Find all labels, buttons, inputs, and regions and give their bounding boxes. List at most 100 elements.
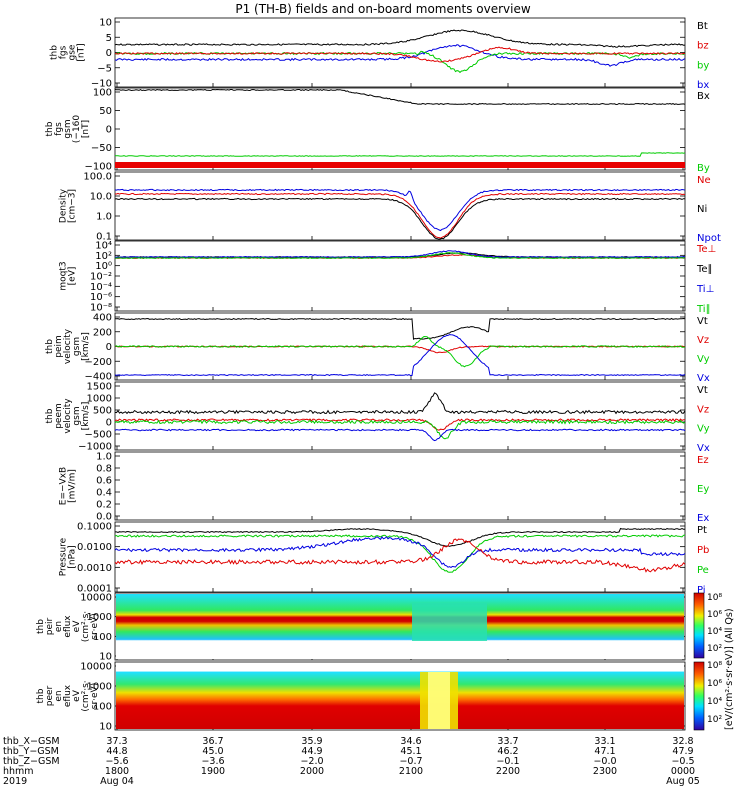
legend-Ez: Ez [697, 455, 709, 466]
y-axis-label: thb [45, 339, 55, 354]
series-vt [114, 392, 686, 415]
y-axis-label: en [54, 621, 64, 632]
x-row-value: 32.8 [672, 736, 693, 747]
y-tick-label: 100 [93, 702, 112, 713]
legend-Ey: Ey [697, 484, 709, 495]
y-tick-label: 0.6 [96, 476, 112, 487]
y-axis-label: eV [72, 620, 82, 633]
series-npot [114, 188, 686, 232]
x-row-value: 47.1 [594, 746, 615, 757]
series-pi [114, 536, 686, 568]
panel-density: 100.0 10.0 1.0 0.1 Density [cm−3] Ne Ni Npot [59, 172, 721, 245]
spectrogram-peer-core [428, 672, 450, 729]
y-tick-label: 10000 [80, 662, 112, 673]
y-axis-label: [cm−3] [68, 189, 78, 223]
x-row-label: thb_Y−GSM [3, 746, 59, 757]
legend-by: by [697, 60, 709, 71]
colorbar-tick: 10⁸ [707, 661, 722, 671]
legend-Vt: Vt [697, 385, 708, 396]
x-row-value: 44.8 [106, 746, 127, 757]
y-axis-label: (cm²·s· [81, 680, 91, 711]
legend-Ti⊥: Ti⊥ [696, 284, 714, 295]
y-axis-label: eflux [63, 615, 73, 638]
panel-peir: 10000 1000 100 10 thb peir en eflux eV (cm²·s· sr·… [36, 593, 686, 663]
y-axis-label: peim [54, 335, 64, 358]
y-axis-label: thb [50, 45, 60, 60]
y-tick-label: 1000 [87, 394, 112, 405]
spectrogram-peer [116, 663, 684, 729]
y-tick-label: 0 [106, 48, 112, 59]
legend-Npot: Npot [697, 233, 721, 244]
y-axis-label: gse [68, 44, 78, 60]
y-tick-label: 10⁻² [90, 272, 112, 283]
y-tick-label: 10⁰ [95, 261, 112, 272]
y-axis-label: velocity [63, 398, 73, 434]
x-row-value: 34.6 [400, 736, 421, 747]
y-tick-label: 1.0 [96, 212, 112, 223]
y-tick-label: 0.0010 [77, 563, 112, 574]
y-tick-label: 10000 [80, 593, 112, 604]
y-tick-label: 0.1 [96, 232, 112, 243]
legend-Bx: Bx [697, 91, 710, 102]
y-tick-label: 100 [93, 632, 112, 643]
legend-Ti∥: Ti∥ [696, 304, 711, 315]
colorbar-tick: 10⁶ [707, 679, 722, 689]
y-tick-label: 1.0 [96, 452, 112, 463]
y-tick-label: 1000 [87, 612, 112, 623]
y-axis-label: Density [59, 188, 69, 223]
y-tick-label: 500 [93, 406, 112, 417]
series-vx [114, 334, 686, 377]
colorbar-label: [eV/(cm²·s·sr·eV)] (All Qs) [724, 608, 735, 730]
y-axis-label: eV [72, 689, 82, 702]
y-axis-label: [mV/m] [68, 469, 78, 503]
y-axis-label: peem [54, 403, 64, 429]
x-row-value: −5.6 [105, 756, 128, 767]
y-tick-label: 0 [106, 125, 112, 136]
series-by [115, 152, 686, 157]
y-tick-label: 10² [95, 251, 112, 262]
colorbar-tick: 10⁴ [707, 697, 722, 707]
y-tick-label: 1500 [87, 382, 112, 393]
x-row-value: 47.9 [672, 746, 693, 757]
series-pe [114, 534, 686, 573]
y-tick-label: 5 [106, 33, 112, 44]
y-axis-label: sr·eV) [90, 613, 100, 639]
panel-frame [114, 451, 686, 521]
y-axis-label: E=−VxB [59, 467, 69, 505]
y-axis-label: [nT] [81, 120, 91, 138]
x-row-value: −0.5 [671, 756, 694, 767]
y-axis-label: thb [45, 408, 55, 423]
y-axis-label: eflux [63, 684, 73, 707]
legend-Vt: Vt [697, 316, 708, 327]
panel-peer: 10000 1000 100 10 thb peer en eflux eV (cm²·s· sr·… [36, 662, 686, 733]
y-axis-label: fgs [54, 122, 64, 136]
panel-pressure: 0.1000 0.0100 0.0010 0.0001 Pressure [nPa] Pt P… [59, 522, 710, 597]
y-tick-label: 100.0 [83, 172, 112, 183]
colorbar-bottom [693, 661, 705, 731]
legend-Pb: Pb [697, 545, 709, 556]
x-row-value: 33.7 [497, 736, 518, 747]
legend-Te∥: Te∥ [696, 264, 713, 275]
series-vy [114, 419, 686, 440]
y-tick-label: −10 [91, 79, 112, 90]
figure-title: P1 (TH-B) fields and on-board moments ov… [235, 2, 531, 16]
y-axis-label: thb [45, 121, 55, 136]
legend-bz: bz [697, 41, 709, 52]
y-tick-label: 200 [93, 327, 112, 338]
panel-peim_vel: 400 200 0 −200 −400 thb peim velocity gsm [km/s] V… [45, 313, 710, 385]
legend-Bt: Bt [697, 21, 708, 32]
y-tick-label: −1000 [78, 442, 112, 453]
panel-frame [114, 521, 686, 593]
series-vx [114, 428, 686, 442]
x-row-value: −0.7 [399, 756, 422, 767]
y-axis-label: fgs [59, 45, 69, 59]
x-row-value: 2300 [593, 766, 617, 777]
legend-Pi: Pi [697, 585, 706, 596]
colorbar: 10⁸ 10⁶ 10⁴ 10² 10⁸ 10⁶ 10⁴ 10² [eV/(cm²·s·sr·e… [693, 592, 735, 731]
legend-Pe: Pe [697, 565, 709, 576]
series-bz [114, 46, 686, 63]
y-tick-label: −5 [97, 63, 112, 74]
